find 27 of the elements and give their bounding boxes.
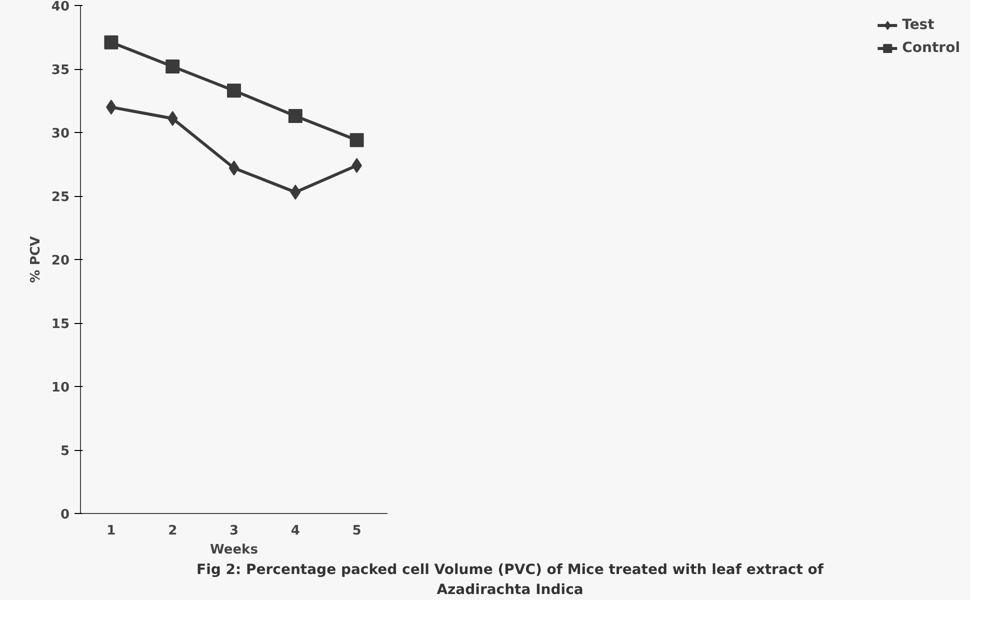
point [288, 108, 302, 123]
point [167, 111, 178, 126]
y-axis-title: % PCV [28, 236, 44, 283]
caption: Fig 2: Percentage packed cell Volume (PVC) of Mice treated with leaf extract of Azadirachta Indica [196, 561, 825, 600]
y-tick-label: 25 [51, 190, 70, 205]
point [104, 35, 118, 50]
y-tick-label: 0 [60, 508, 70, 522]
y-tick-label: 20 [51, 254, 70, 268]
x-tick-label: 1 [106, 524, 116, 538]
point [350, 133, 364, 148]
y-tick-label: 5 [60, 444, 70, 459]
point [290, 184, 301, 200]
y-tick-label: 40 [51, 0, 70, 14]
x-tick-label: 2 [168, 524, 178, 538]
legend-label: Control [902, 40, 960, 56]
y-tick-label: 30 [51, 126, 70, 142]
point [227, 84, 241, 98]
y-tick-label: 10 [51, 380, 70, 396]
x-tick-label: 3 [229, 524, 239, 538]
y-tick-label: 35 [51, 63, 70, 78]
x-tick-label: 5 [352, 524, 362, 538]
y-tick-label: 15 [51, 317, 70, 332]
point [228, 160, 240, 176]
point [166, 59, 180, 74]
x-axis-title: Weeks [210, 542, 258, 558]
x-tick-label: 4 [290, 524, 300, 538]
legend-label: Test [902, 17, 934, 33]
